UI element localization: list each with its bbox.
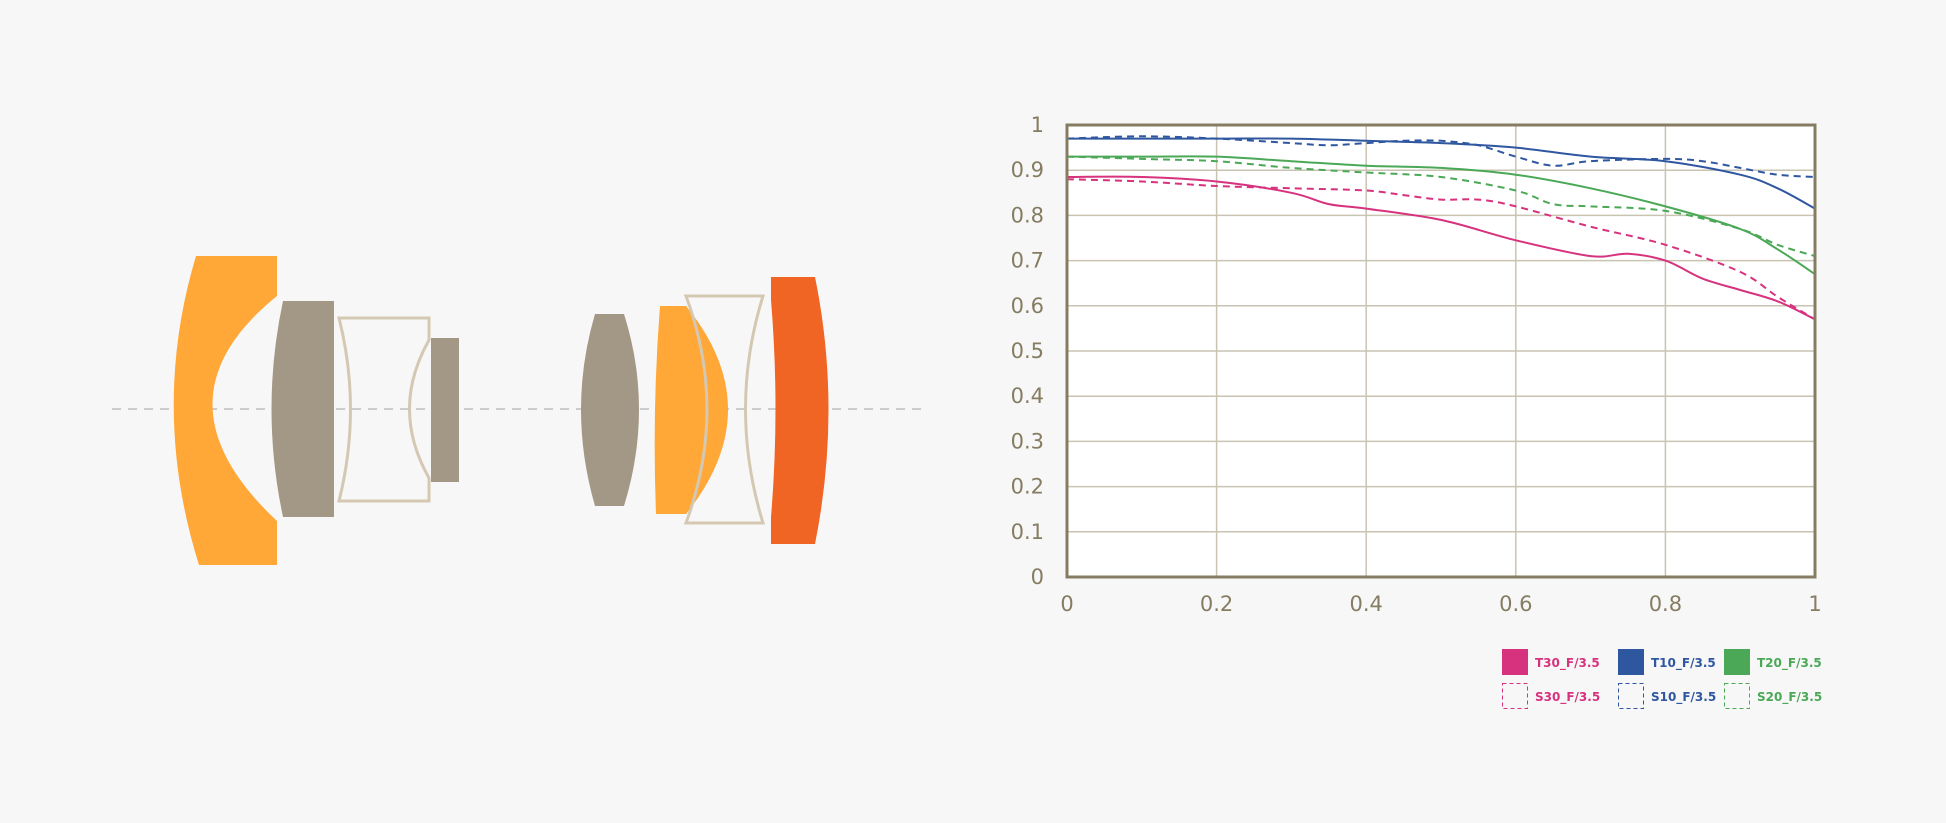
legend-swatch-s30-f-3-5 xyxy=(1502,683,1528,709)
legend-label-s30-f-3-5: S30_F/3.5 xyxy=(1535,690,1600,705)
mtf-chart: 0 0.1 0.2 0.3 0.4 0.5 0.6 0.7 0.8 0.9 1 0 0.2 0.4 0.6… xyxy=(1011,113,1822,709)
y-tick-label: 0.6 xyxy=(1011,294,1044,318)
legend-label-s20-f-3-5: S20_F/3.5 xyxy=(1757,690,1822,705)
legend-swatch-s10-f-3-5 xyxy=(1618,683,1644,709)
y-tick-label: 0 xyxy=(1031,565,1044,589)
legend-label-t20-f-3-5: T20_F/3.5 xyxy=(1757,656,1822,671)
y-tick-label: 0.5 xyxy=(1011,339,1044,363)
lens-element-biconvex-gray xyxy=(581,314,639,506)
y-tick-label: 0.4 xyxy=(1011,384,1044,408)
legend-label-s10-f-3-5: S10_F/3.5 xyxy=(1651,690,1716,705)
y-tick-label: 0.3 xyxy=(1011,429,1044,453)
legend-swatch-t30-f-3-5 xyxy=(1502,649,1528,675)
plot-frame xyxy=(1065,123,1817,579)
legend-swatch-t20-f-3-5 xyxy=(1724,649,1750,675)
lens-element-small-gray xyxy=(431,338,459,482)
x-tick-label: 1 xyxy=(1808,592,1821,616)
lens-element-solid-gray xyxy=(271,301,334,517)
y-tick-label: 0.7 xyxy=(1011,249,1044,273)
x-tick-label: 0 xyxy=(1060,592,1073,616)
x-tick-label: 0.8 xyxy=(1649,592,1682,616)
lens-element-convex-orange xyxy=(654,306,728,514)
series-line-s20-f-3-5 xyxy=(1066,155,1816,258)
series-lines xyxy=(1066,135,1816,321)
lens-element-outline-concave xyxy=(337,316,431,503)
x-tick-labels: 0 0.2 0.4 0.6 0.8 1 xyxy=(1060,592,1821,616)
legend-swatch-t10-f-3-5 xyxy=(1618,649,1644,675)
y-tick-label: 0.9 xyxy=(1011,158,1044,182)
x-tick-label: 0.2 xyxy=(1200,592,1233,616)
series-line-s30-f-3-5 xyxy=(1066,178,1816,321)
series-line-t20-f-3-5 xyxy=(1067,155,1816,276)
legend-label-t10-f-3-5: T10_F/3.5 xyxy=(1651,656,1716,671)
y-tick-label: 1 xyxy=(1031,113,1044,137)
x-tick-label: 0.6 xyxy=(1499,592,1532,616)
legend-swatch-s20-f-3-5 xyxy=(1724,683,1750,709)
legend-label-t30-f-3-5: T30_F/3.5 xyxy=(1535,656,1600,671)
lens-element-meniscus-red-orange xyxy=(771,277,829,544)
y-tick-label: 0.2 xyxy=(1011,475,1044,499)
series-line-s10-f-3-5 xyxy=(1066,135,1816,178)
lens-element-outline-biconcave xyxy=(683,294,766,525)
lens-element-meniscus-orange xyxy=(173,256,277,565)
y-tick-label: 0.1 xyxy=(1011,520,1044,544)
series-line-t10-f-3-5 xyxy=(1067,137,1816,210)
series-line-t30-f-3-5 xyxy=(1066,175,1816,321)
x-tick-label: 0.4 xyxy=(1349,592,1382,616)
lens-diagram xyxy=(112,256,922,565)
y-tick-label: 0.8 xyxy=(1011,203,1044,227)
legend: T30_F/3.5 T10_F/3.5 T20_F/3.5 S30_F/3.5 S10_… xyxy=(1502,649,1822,709)
y-tick-labels: 0 0.1 0.2 0.3 0.4 0.5 0.6 0.7 0.8 0.9 1 xyxy=(1011,113,1044,589)
